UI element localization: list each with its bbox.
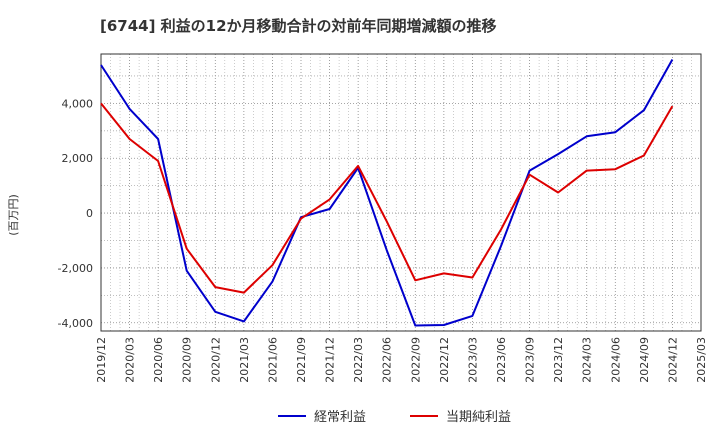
- y-axis-label: (百万円): [7, 194, 20, 236]
- x-tick-label: 2024/06: [609, 337, 622, 383]
- x-tick-label: 2022/09: [409, 337, 422, 383]
- plot-area: -4,000 -2,000 0 2,000 4,000 2019/12 2020/03 202…: [58, 53, 708, 383]
- y-tick-label: -2,000: [58, 262, 93, 275]
- x-tick-label: 2024/12: [666, 337, 679, 383]
- x-tick-label: 2022/06: [381, 337, 394, 383]
- legend-label-1: 経常利益: [314, 410, 366, 425]
- x-tick-label: 2022/12: [438, 337, 451, 383]
- x-tick-label: 2021/09: [295, 337, 308, 383]
- plot-frame: [100, 53, 702, 332]
- x-tick-label: 2020/12: [209, 337, 222, 383]
- series-line-1: [100, 59, 674, 327]
- chart-title: [6744] 利益の12か月移動合計の対前年同期増減額の推移: [100, 17, 497, 35]
- x-tick-label: 2023/12: [552, 337, 565, 383]
- x-tick-label: 2021/06: [266, 337, 279, 383]
- x-tick-label: 2020/03: [124, 337, 137, 383]
- y-tick-label: -4,000: [58, 317, 93, 330]
- x-tick-label: 2020/06: [152, 337, 165, 383]
- legend: 経常利益 当期純利益: [278, 410, 511, 425]
- x-tick-label: 2023/03: [466, 337, 479, 383]
- x-tick-label: 2019/12: [95, 337, 108, 383]
- x-tick-label: 2021/12: [324, 337, 337, 383]
- x-tick-label: 2022/03: [352, 337, 365, 383]
- legend-label-2: 当期純利益: [446, 410, 511, 425]
- y-tick-label: 2,000: [62, 152, 94, 165]
- x-tick-label: 2023/09: [524, 337, 537, 383]
- y-tick-label: 4,000: [62, 97, 94, 110]
- x-tick-label: 2025/03: [695, 337, 708, 383]
- x-tick-label: 2023/06: [495, 337, 508, 383]
- plot-background: [101, 54, 701, 331]
- x-tick-label: 2021/03: [238, 337, 251, 383]
- y-tick-label: 0: [86, 207, 93, 220]
- x-tick-label: 2024/03: [581, 337, 594, 383]
- x-tick-label: 2020/09: [181, 337, 194, 383]
- x-tick-label: 2024/09: [638, 337, 651, 383]
- series-line-2: [100, 102, 674, 294]
